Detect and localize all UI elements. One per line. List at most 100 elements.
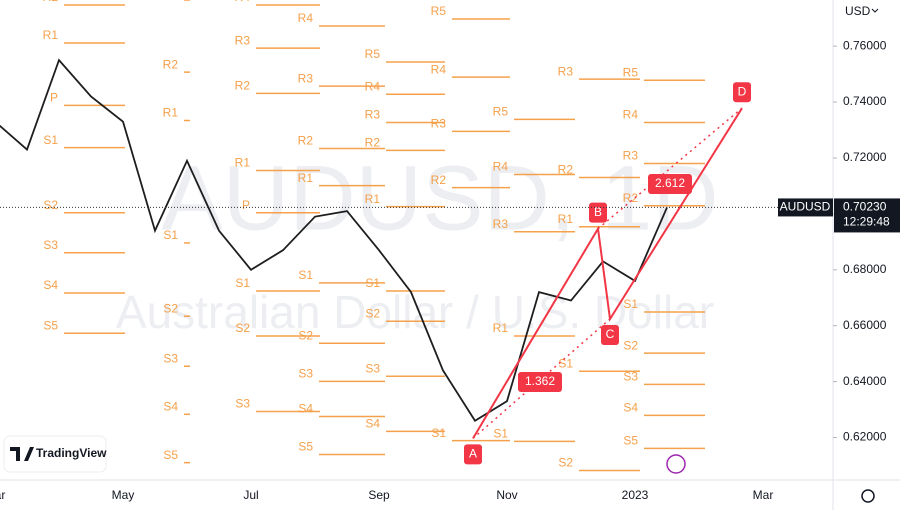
- pivot-label: R1: [558, 212, 574, 226]
- alert-icon[interactable]: [666, 454, 686, 474]
- ratio-label: 1.362: [525, 374, 555, 388]
- x-tick-label: May: [112, 488, 135, 502]
- currency[interactable]: USD: [845, 4, 871, 18]
- pivot-label: S2: [623, 338, 638, 352]
- pivot-label: S2: [235, 321, 250, 335]
- pivot-label: R2: [431, 173, 447, 187]
- pivot-label: S1: [298, 268, 313, 282]
- pivot-label: R5: [493, 105, 509, 119]
- pivot-label: R5: [431, 4, 447, 18]
- pattern-point-box: [589, 202, 607, 223]
- watermark-subtitle: Australian Dollar / U.S. Dollar: [116, 286, 714, 338]
- pivot-label: R4: [493, 160, 509, 174]
- price-box: [834, 198, 900, 233]
- pivot-label: R4: [235, 0, 251, 4]
- pattern-point-box: [464, 444, 482, 465]
- pivot-label: S2: [365, 306, 380, 320]
- x-tick-label: Mar: [0, 488, 5, 502]
- ratio-label: 2.612: [655, 176, 685, 190]
- pivot-label: P: [242, 198, 250, 212]
- pivot-label: S1: [623, 297, 638, 311]
- x-tick-label: Sep: [368, 488, 390, 502]
- branding[interactable]: TradingView: [3, 435, 107, 473]
- price-line: [0, 58, 668, 422]
- pivot-label: S4: [365, 417, 380, 431]
- countdown: 12:29:48: [843, 215, 890, 229]
- pattern-point-label: B: [594, 205, 602, 219]
- pivot-label: S1: [365, 276, 380, 290]
- pivot-label: R3: [558, 64, 574, 78]
- pivot-label: R3: [298, 71, 314, 85]
- pivot-label: R3: [431, 117, 447, 131]
- y-tick-label: 0.76000: [843, 38, 887, 52]
- pivot-label: S3: [235, 397, 250, 411]
- branding-text: TradingView: [36, 446, 107, 460]
- pivot-label: R2: [235, 79, 251, 93]
- pivot-label: S1: [235, 276, 250, 290]
- pivot-label: R5: [365, 47, 381, 61]
- symbol-box: [778, 198, 833, 217]
- pivot-label: S2: [298, 328, 313, 342]
- pivot-label: S1: [43, 133, 58, 147]
- pivot-label: S1: [431, 426, 446, 440]
- pivot-label: S4: [163, 399, 178, 413]
- ratio-box: [648, 174, 692, 194]
- pivot-label: S3: [43, 238, 58, 252]
- pivot-label: S4: [623, 401, 638, 415]
- x-tick-label: Nov: [496, 488, 517, 502]
- pattern-point-label: D: [738, 84, 747, 98]
- pivot-label: R1: [163, 106, 179, 120]
- pivot-label: R5: [623, 65, 639, 79]
- pivot-label: S1: [493, 427, 508, 441]
- pivot-label: R4: [298, 11, 314, 25]
- y-tick-label: 0.74000: [843, 94, 887, 108]
- pivot-label: S3: [163, 351, 178, 365]
- pattern-point-box: [733, 82, 751, 103]
- currency-chevron[interactable]: [871, 8, 879, 13]
- symbol-label: AUDUSD: [780, 200, 831, 214]
- pivot-label: R1: [365, 192, 381, 206]
- pivot-label: R4: [623, 108, 639, 122]
- pivot-label: S5: [43, 318, 58, 332]
- pivot-label: S2: [558, 456, 573, 470]
- y-tick-label: 0.72000: [843, 150, 887, 164]
- pivot-label: S5: [163, 448, 178, 462]
- x-tick-label: Jul: [243, 488, 258, 502]
- pivot-label: R2: [298, 134, 314, 148]
- pivot-label: R3: [365, 108, 381, 122]
- y-tick-label: 0.66000: [843, 318, 887, 332]
- price-label: 0.70230: [843, 200, 887, 214]
- pivot-label: R1: [235, 156, 251, 170]
- pivot-label: R1: [43, 28, 59, 42]
- y-tick-label: 0.62000: [843, 430, 887, 444]
- pivot-label: R1: [298, 171, 314, 185]
- pivot-label: S4: [298, 402, 313, 416]
- pivot-label: S2: [163, 301, 178, 315]
- pivot-label: R2: [623, 191, 639, 205]
- plot-area: AUDUSD, 1D Australian Dollar / U.S. Doll…: [0, 0, 751, 472]
- pivot-label: S3: [365, 361, 380, 375]
- pivot-label: R2: [558, 163, 574, 177]
- y-tick-label: 0.68000: [843, 262, 887, 276]
- pattern-point-box: [601, 324, 619, 345]
- pattern-point-label: A: [469, 447, 477, 461]
- pattern-line: [472, 107, 743, 439]
- pivot-label: R4: [431, 62, 447, 76]
- pivot-label: P: [50, 91, 58, 105]
- y-tick-label: 0.64000: [843, 374, 887, 388]
- pattern-point-label: C: [606, 327, 615, 341]
- settings-icon[interactable]: [861, 489, 875, 503]
- pivot-label: R2: [43, 0, 59, 4]
- watermark-title: AUDUSD, 1D: [161, 147, 718, 249]
- pivot-label: S1: [163, 228, 178, 242]
- pivot-label: S5: [623, 434, 638, 448]
- pivot-label: S4: [43, 278, 58, 292]
- pivot-label: R1: [493, 321, 509, 335]
- x-tick-label: Mar: [753, 488, 774, 502]
- pivot-label: S2: [43, 198, 58, 212]
- x-tick-label: 2023: [622, 488, 649, 502]
- pivot-label: S3: [623, 370, 638, 384]
- pivot-label: S1: [558, 356, 573, 370]
